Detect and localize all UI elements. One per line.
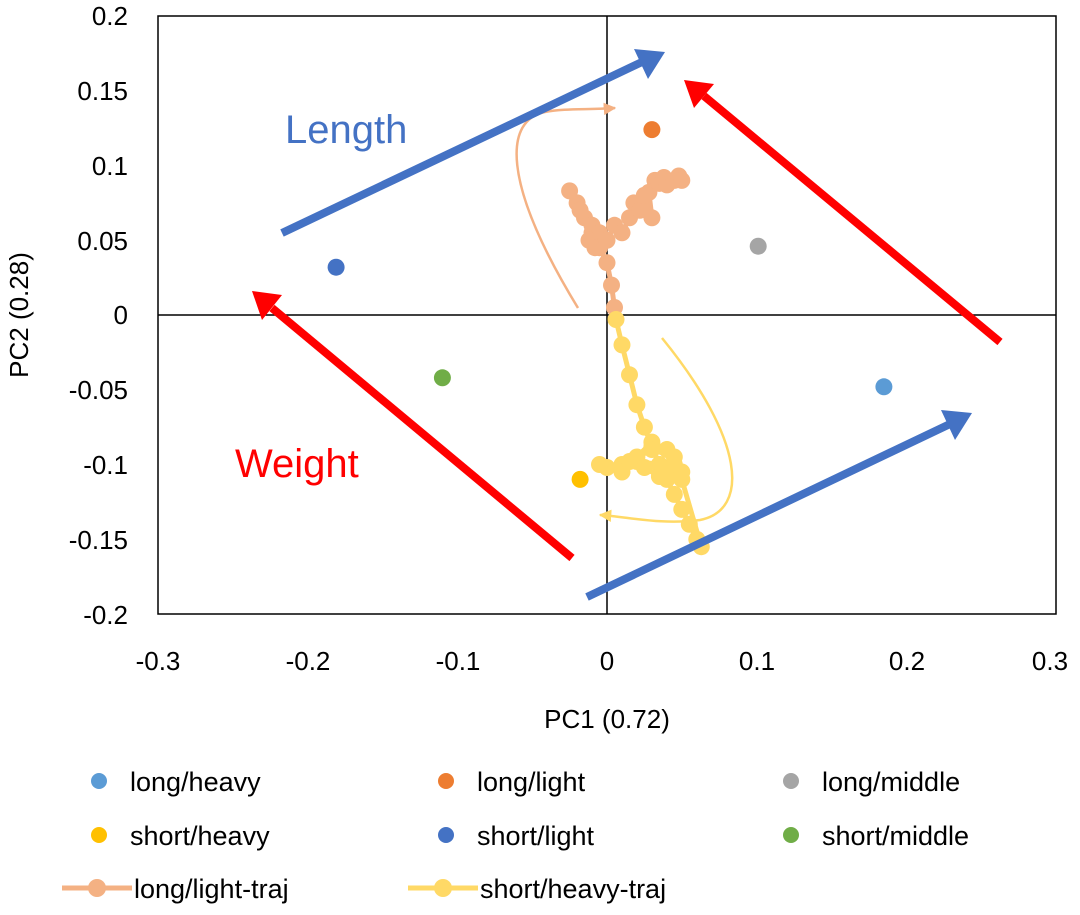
x-tick-label: -0.3 (136, 646, 181, 676)
x-tick-label: 0 (600, 646, 614, 676)
legend-marker (783, 773, 799, 789)
legend-label: short/heavy-traj (480, 874, 666, 904)
x-tick-label: -0.2 (286, 646, 331, 676)
y-tick-label: -0.2 (83, 600, 128, 630)
short-heavy-traj-point (680, 515, 698, 533)
legend-label: short/middle (822, 821, 969, 851)
length-arrow-top (280, 49, 665, 237)
short-heavy-traj-point (650, 456, 668, 473)
x-tick-label: 0.1 (739, 646, 775, 676)
legend-marker (438, 827, 454, 843)
legend-label: long/middle (822, 767, 960, 797)
legend-marker (88, 879, 106, 897)
y-tick-label: -0.1 (83, 450, 128, 480)
weight-arrow-bottom (252, 291, 575, 562)
short-heavy-traj-point (673, 463, 691, 481)
length-annotation: Length (285, 108, 407, 152)
length-arrow-bottom (585, 410, 972, 601)
weight-arrow-top (684, 80, 1003, 346)
legend-marker (434, 879, 452, 897)
short-heavy-traj-point (635, 418, 653, 436)
legend-item-short-light: short/light (438, 821, 595, 851)
y-axis-title: PC2 (0.28) (4, 252, 34, 378)
y-tick-label: 0.2 (92, 1, 128, 31)
legend-marker (783, 827, 799, 843)
legend-marker (91, 773, 107, 789)
long-light-traj-point (673, 171, 691, 189)
x-tick-label: 0.2 (889, 646, 925, 676)
x-tick-label: 0.3 (1032, 646, 1068, 676)
long-light-point (643, 121, 661, 139)
y-tick-label: -0.15 (69, 525, 128, 555)
weight-annotation: Weight (235, 442, 359, 486)
legend-label: long/light (477, 767, 586, 797)
legend-marker (91, 827, 107, 843)
long-middle-point (749, 237, 767, 255)
short-heavy-traj-point (591, 456, 608, 473)
legend-label: short/heavy (130, 821, 270, 851)
legend-item-long-light: long/light (438, 767, 586, 797)
legend-item-long-light-traj: long/light-traj (62, 874, 289, 904)
short-heavy-traj-point (650, 468, 668, 485)
long-heavy-point (875, 378, 893, 396)
legend-item-short-middle: short/middle (783, 821, 969, 851)
y-tick-label: 0 (114, 300, 128, 330)
long-light-traj-point (613, 224, 631, 242)
y-tick-label: -0.05 (69, 375, 128, 405)
long-light-traj-point (643, 209, 661, 227)
legend-label: short/light (477, 821, 595, 851)
long-light-trend-curve (515, 102, 617, 309)
x-tick-labels: -0.3 -0.2 -0.1 0 0.1 0.2 0.3 (136, 646, 1068, 676)
short-heavy-point (571, 470, 589, 488)
long-light-traj-point (635, 186, 653, 204)
points-layer (327, 121, 893, 488)
short-heavy-traj-point (643, 441, 661, 458)
legend-item-short-heavy-traj: short/heavy-traj (408, 874, 666, 904)
y-tick-label: 0.05 (77, 226, 128, 256)
y-tick-label: 0.1 (92, 151, 128, 181)
legend: long/heavy long/light long/middle short/… (62, 767, 969, 904)
short-middle-point (433, 369, 451, 387)
y-tick-labels: 0.2 0.15 0.1 0.05 0 -0.05 -0.1 -0.15 -0.… (69, 1, 128, 630)
short-heavy-traj-point (635, 459, 653, 476)
x-axis-title: PC1 (0.72) (544, 704, 670, 734)
short-heavy-traj-point (613, 336, 631, 354)
short-heavy-traj-point (621, 453, 638, 470)
trajectory-layer (561, 167, 710, 556)
long-light-traj-point (598, 254, 616, 272)
legend-marker (438, 773, 454, 789)
legend-label: long/light-traj (134, 874, 289, 904)
short-heavy-trend-curve (598, 337, 734, 523)
short-light-point (327, 258, 345, 276)
legend-label: long/heavy (130, 767, 261, 797)
short-heavy-traj-point (607, 311, 625, 328)
long-light-traj-point (571, 201, 589, 219)
legend-item-long-heavy: long/heavy (91, 767, 261, 797)
long-light-traj-point (561, 182, 579, 200)
short-heavy-traj-point (621, 366, 638, 384)
legend-item-long-middle: long/middle (783, 767, 960, 797)
short-heavy-traj-point (665, 448, 683, 466)
y-tick-label: 0.15 (77, 76, 128, 106)
long-light-traj-point (603, 276, 620, 294)
short-heavy-traj-point (628, 396, 646, 414)
long-light-traj-point (598, 231, 616, 249)
x-tick-label: -0.1 (436, 646, 481, 676)
short-heavy-traj-point (673, 500, 691, 518)
short-heavy-traj-point (665, 485, 683, 503)
legend-item-short-heavy: short/heavy (91, 821, 270, 851)
